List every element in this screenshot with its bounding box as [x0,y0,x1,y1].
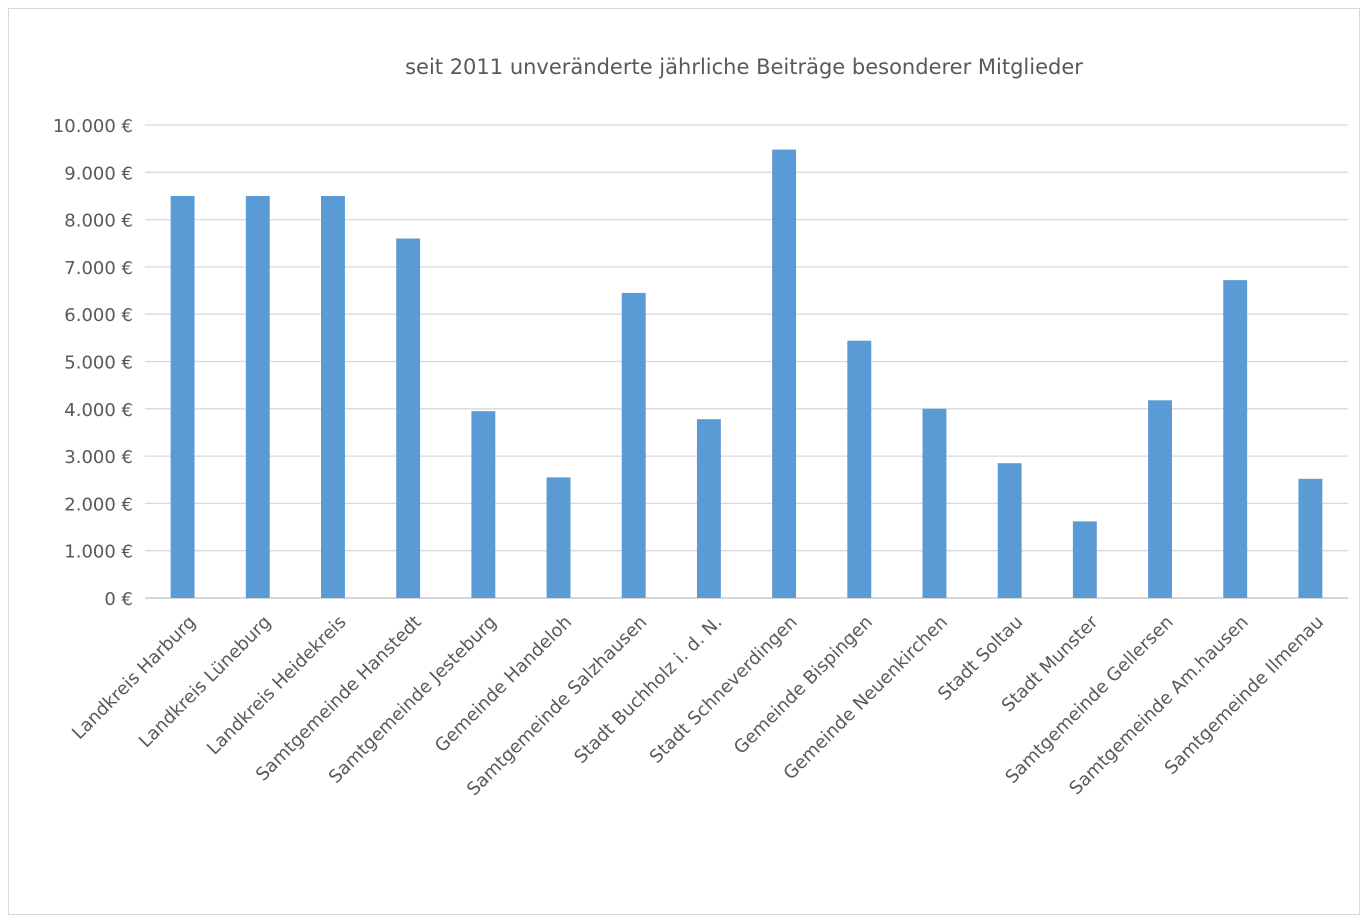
y-tick-label: 4.000 € [64,400,133,421]
y-tick-label: 3.000 € [64,447,133,468]
bar [1223,280,1248,598]
y-tick-label: 10.000 € [53,116,133,137]
x-tick-label: Samtgemeinde Ilmenau [1161,612,1328,779]
bar [471,411,496,598]
y-tick-label: 8.000 € [64,211,133,232]
x-tick-label: Stadt Buchholz i. d. N. [570,612,726,768]
bar [922,408,947,598]
y-axis-ticks: 0 € 1.000 € 2.000 € 3.000 € 4.000 € 5.000 € 6.… [53,116,133,610]
x-tick-label: Landkreis Harburg [68,612,200,744]
y-tick-label: 2.000 € [64,494,133,515]
y-tick-label: 9.000 € [64,163,133,184]
x-tick-label: Landkreis Lüneburg [135,612,275,752]
gridlines [145,124,1348,599]
bar [621,292,646,598]
x-tick-label: Gemeinde Bispingen [730,612,877,759]
bars [170,149,1323,598]
bar [546,477,571,598]
bar [170,195,195,598]
y-tick-label: 5.000 € [64,353,133,374]
bar [772,149,797,598]
y-tick-label: 1.000 € [64,542,133,563]
bar [847,340,872,598]
bar [997,463,1022,598]
y-tick-label: 7.000 € [64,258,133,279]
chart-title: seit 2011 unveränderte jährliche Beiträg… [405,55,1083,79]
bar [1148,400,1172,598]
chart-frame [8,8,1360,915]
x-tick-label: Stadt Schneverdingen [646,612,802,768]
bar [1072,521,1097,598]
x-tick-label: Gemeinde Handeloh [431,612,576,757]
bar [245,195,270,598]
x-tick-label: Landkreis Heidekreis [203,612,350,759]
bar [696,419,721,598]
bar [396,238,421,598]
bar [1298,478,1323,598]
y-tick-label: 6.000 € [64,305,133,326]
y-tick-label: 0 € [104,589,133,610]
bar [321,195,345,598]
